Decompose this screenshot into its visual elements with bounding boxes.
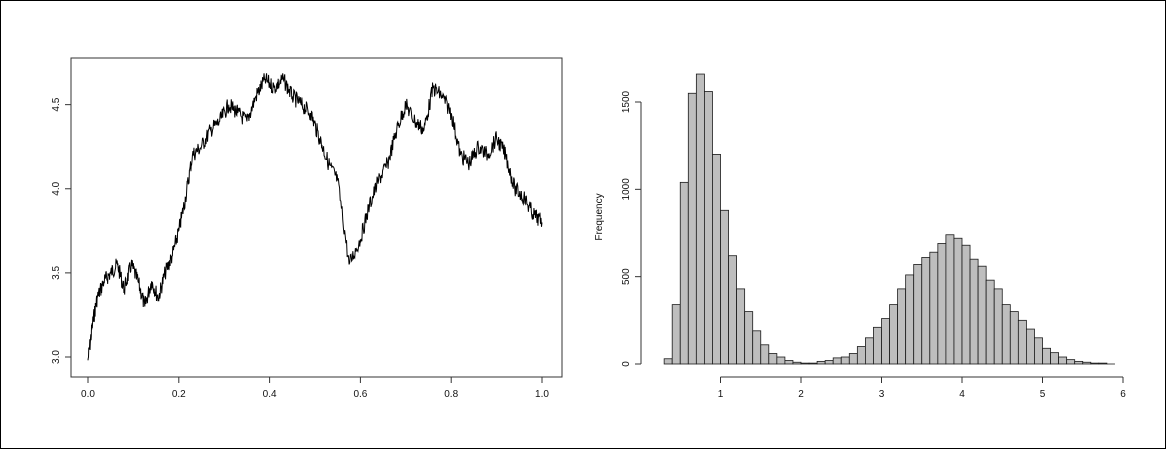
histogram-bar: [824, 360, 834, 365]
histogram-bar: [687, 92, 697, 365]
line-series-path: [87, 73, 543, 361]
line-chart-x-axis: 0.0 0.2 0.4 0.6 0.8 1.0: [81, 377, 549, 400]
histogram-bar: [1001, 304, 1011, 365]
histogram-bar: [985, 279, 995, 365]
histogram-bar: [1090, 362, 1100, 365]
histogram-bar: [953, 237, 963, 365]
histogram-bar: [728, 255, 737, 365]
histogram-bar: [663, 358, 673, 365]
histogram-bar: [873, 326, 882, 365]
histogram-bar: [977, 265, 987, 365]
y-tick-label: 3.0: [51, 350, 62, 364]
x-tick-label: 3: [879, 389, 885, 400]
histogram-bar: [840, 356, 850, 365]
histogram-bar: [897, 288, 907, 365]
histogram-bar: [905, 274, 915, 365]
histogram-bar: [921, 257, 931, 365]
y-tick-label: 3.5: [51, 265, 62, 279]
y-tick-label: 4.0: [51, 181, 62, 195]
histogram-bar: [792, 361, 802, 365]
histogram-y-axis-title: Frequency: [594, 193, 605, 240]
y-tick-label: 500: [621, 268, 632, 285]
histogram-bar: [720, 209, 729, 365]
x-tick-label: 4: [959, 389, 965, 400]
y-tick-label: 0: [621, 361, 632, 367]
histogram-bar: [1082, 361, 1092, 365]
x-tick-label: 0.0: [81, 389, 95, 400]
x-tick-label: 0.6: [353, 389, 367, 400]
histogram-bars: [663, 73, 1115, 365]
histogram-y-axis: 0 500 1000 1500: [621, 90, 642, 367]
histogram-bar: [1098, 362, 1108, 365]
line-chart-y-axis: 3.0 3.5 4.0 4.5: [51, 97, 71, 364]
histogram-bar: [695, 73, 705, 365]
x-tick-label: 5: [1040, 389, 1046, 400]
histogram-bar: [752, 330, 762, 365]
histogram-bar: [848, 353, 858, 365]
histogram-bar: [856, 346, 866, 365]
line-chart-plot-box: [70, 57, 563, 378]
histogram-bar: [776, 356, 786, 365]
x-tick-label: 0.4: [263, 389, 277, 400]
histogram-bar: [889, 304, 898, 365]
histogram-bar: [671, 304, 681, 365]
x-tick-label: 6: [1120, 389, 1126, 400]
histogram-bar: [993, 288, 1003, 365]
histogram-bar: [865, 337, 874, 365]
histogram-bar: [913, 264, 923, 365]
histogram-bar: [712, 153, 721, 365]
y-tick-label: 1500: [621, 90, 632, 113]
histogram-bar: [800, 362, 810, 365]
histogram-bar: [937, 243, 947, 365]
histogram-bar: [784, 360, 794, 365]
x-tick-label: 0.8: [444, 389, 458, 400]
histogram-bar: [679, 181, 689, 365]
histogram-bar: [1066, 359, 1076, 365]
histogram-bar: [704, 91, 713, 365]
histogram-bar: [744, 311, 754, 365]
histogram-bar: [832, 357, 842, 365]
histogram-bar: [945, 234, 955, 365]
histogram-bar: [768, 353, 778, 365]
histogram-panel: 1 2 3 4 5 6 0 500 1000 1500 Frequency: [594, 73, 1126, 400]
histogram-bar: [808, 362, 818, 365]
histogram-bar: [1034, 337, 1043, 365]
histogram-bar: [816, 360, 826, 365]
histogram-bar: [1074, 360, 1084, 365]
x-tick-label: 2: [798, 389, 804, 400]
histogram-bar: [760, 344, 770, 365]
y-tick-label: 4.5: [51, 97, 62, 111]
histogram-x-axis: 1 2 3 4 5 6: [718, 376, 1126, 400]
histogram-bar: [736, 288, 746, 365]
histogram-bar: [1058, 356, 1068, 365]
histogram-bar: [961, 244, 971, 365]
line-chart-panel: 0.0 0.2 0.4 0.6 0.8 1.0 3.0 3.5 4.0 4.5: [51, 57, 563, 400]
histogram-bar: [881, 318, 890, 365]
x-tick-label: 1.0: [535, 389, 549, 400]
histogram-bar: [1009, 311, 1019, 365]
histogram-bar: [1017, 319, 1027, 365]
histogram-bar: [1042, 347, 1051, 365]
histogram-bar: [1026, 328, 1035, 365]
histogram-bar: [969, 258, 979, 365]
histogram-bar: [1050, 352, 1060, 365]
y-tick-label: 1000: [621, 178, 632, 201]
histogram-bar: [929, 251, 939, 365]
x-tick-label: 1: [718, 389, 724, 400]
x-tick-label: 0.2: [172, 389, 186, 400]
